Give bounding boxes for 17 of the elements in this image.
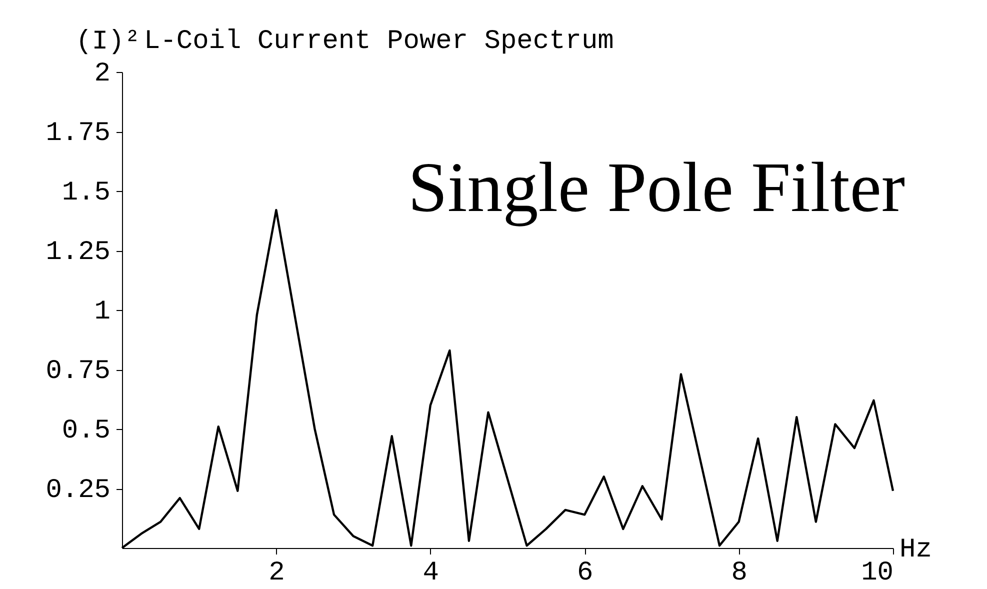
x-tick-label: 10 [861, 558, 894, 588]
y-tick-label: 0.75 [46, 357, 110, 387]
y-tick-label: 1 [94, 298, 110, 328]
x-tick-label: 2 [268, 558, 285, 588]
x-axis-title: Hz [900, 536, 932, 566]
x-tick-label: 8 [731, 558, 748, 588]
x-tick-label: 4 [422, 558, 439, 588]
x-tick-label: 6 [577, 558, 594, 588]
y-tick-label: 1.75 [46, 119, 110, 149]
y-tick-label: 0.25 [46, 476, 110, 506]
y-tick-label: 0.5 [62, 416, 110, 446]
y-tick-label: 1.5 [62, 178, 110, 208]
annotation: Single Pole Filter [408, 149, 906, 227]
chart-title: L-Coil Current Power Spectrum [144, 27, 614, 57]
y-axis-title: (I)² [76, 28, 140, 58]
y-tick-label: 2 [94, 60, 110, 90]
y-tick-label: 1.25 [46, 238, 110, 268]
